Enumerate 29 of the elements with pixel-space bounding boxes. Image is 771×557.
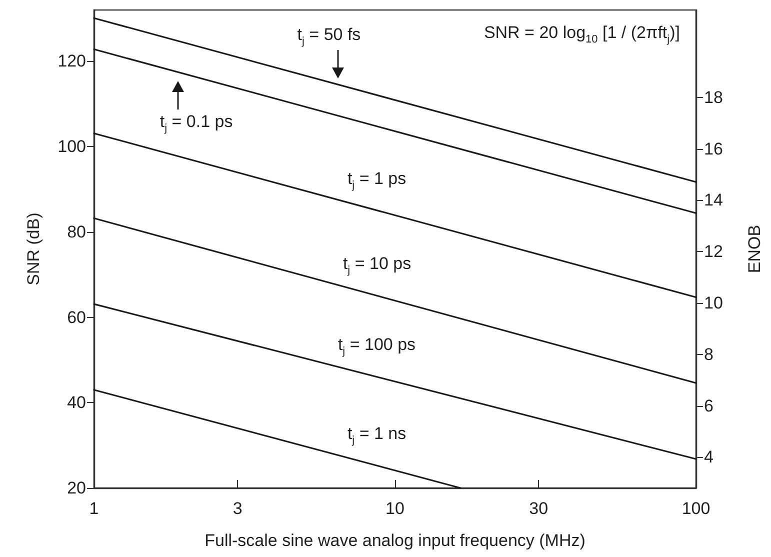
- y2-tick-label: 14: [704, 190, 723, 210]
- x-tick-label: 100: [682, 499, 710, 518]
- y-tick-label: 20: [67, 478, 86, 498]
- series-label: t$_{j}$ = 1 ns: [347, 424, 406, 447]
- y2-tick-label: 16: [704, 139, 723, 158]
- y-tick-label: 40: [67, 393, 86, 412]
- series-label: t$_{j}$ = 10 ps: [342, 254, 412, 277]
- x-tick-label: 10: [386, 499, 404, 518]
- y2-tick-label: 8: [704, 344, 714, 364]
- legend-label: t$_{j}$ = 0.1 ps: [160, 112, 233, 134]
- series-label: t$_{j}$ = 50 fs: [297, 24, 361, 47]
- series-label: t$_{j}$ = 100 ps: [338, 335, 416, 358]
- y2-tick-label: 10: [704, 293, 723, 312]
- y2-tick-label: 12: [704, 242, 723, 262]
- x-tick-label: 1: [89, 499, 99, 518]
- series-label: t$_{j}$ = 1 ps: [347, 168, 406, 192]
- x-tick-label: 3: [232, 499, 242, 518]
- y2-axis-title: ENOB: [745, 224, 764, 274]
- x-axis-title: Full-scale sine wave analog input frequency (MHz): [204, 531, 586, 550]
- y-axis-title: SNR (dB): [24, 212, 43, 286]
- y-tick-label: 60: [67, 308, 86, 327]
- annotation: SNR = 20 log$_{10}$ [1 / (2πft$_{j}$)]: [484, 23, 680, 46]
- y-tick-label: 120: [58, 52, 86, 71]
- y2-tick-label: 4: [704, 448, 714, 467]
- y2-tick-label: 18: [704, 88, 723, 107]
- y-tick-label: 80: [67, 222, 86, 242]
- y2-tick-label: 6: [704, 396, 714, 416]
- y-tick-label: 100: [58, 137, 86, 156]
- x-tick-label: 30: [529, 499, 548, 518]
